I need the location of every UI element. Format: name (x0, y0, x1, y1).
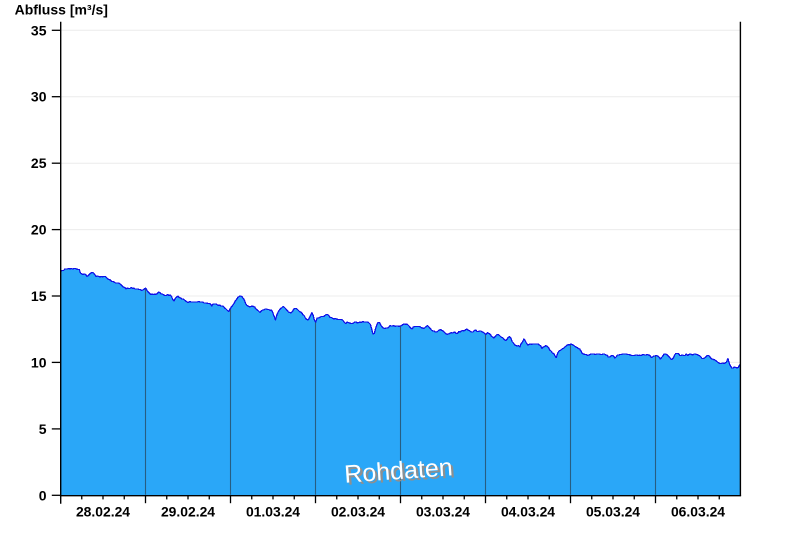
svg-text:03.03.24: 03.03.24 (416, 504, 470, 520)
svg-text:25: 25 (31, 155, 47, 171)
svg-text:04.03.24: 04.03.24 (501, 504, 555, 520)
svg-text:10: 10 (31, 354, 47, 370)
svg-text:Abfluss [m³/s]: Abfluss [m³/s] (15, 1, 108, 17)
svg-text:01.03.24: 01.03.24 (246, 504, 300, 520)
svg-text:20: 20 (31, 222, 47, 238)
svg-text:06.03.24: 06.03.24 (671, 504, 725, 520)
svg-text:02.03.24: 02.03.24 (331, 504, 385, 520)
svg-text:15: 15 (31, 288, 47, 304)
svg-text:05.03.24: 05.03.24 (586, 504, 640, 520)
svg-text:35: 35 (31, 22, 47, 38)
svg-text:5: 5 (39, 421, 47, 437)
svg-text:30: 30 (31, 89, 47, 105)
svg-text:0: 0 (39, 487, 47, 503)
svg-text:29.02.24: 29.02.24 (161, 504, 215, 520)
svg-text:28.02.24: 28.02.24 (76, 504, 130, 520)
